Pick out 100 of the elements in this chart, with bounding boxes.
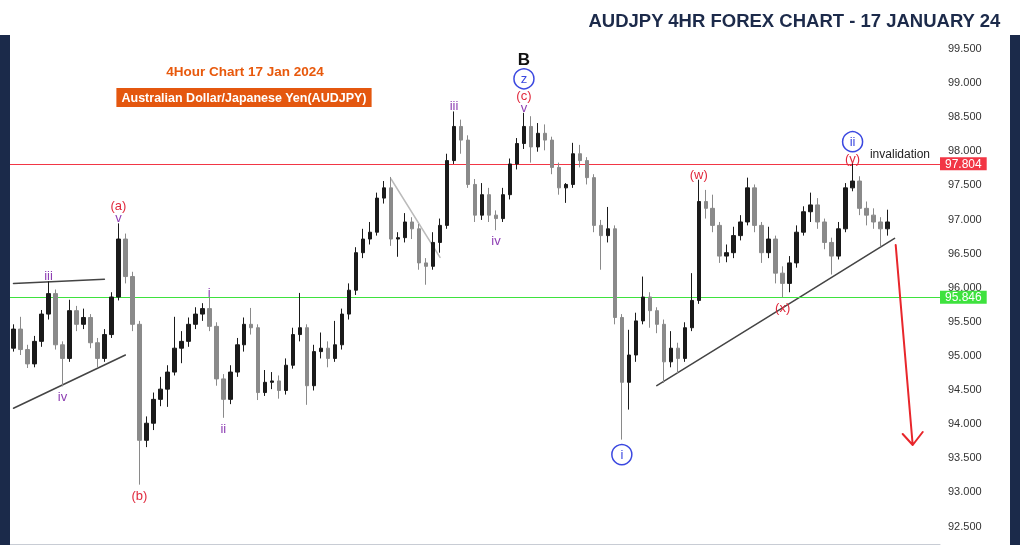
candlestick [109, 291, 114, 339]
candlestick [557, 162, 561, 196]
candlestick [130, 271, 135, 332]
candlestick [123, 233, 128, 284]
candlestick [676, 342, 680, 374]
candlestick [172, 316, 177, 376]
candlestick [564, 182, 568, 204]
candlestick [829, 237, 834, 276]
candlestick [704, 189, 708, 220]
candlestick [67, 299, 72, 363]
y-tick-label: 95.500 [948, 314, 982, 327]
chart-title: AUDJPY 4HR FOREX CHART - 17 JANUARY 24 [588, 10, 1002, 31]
annotation: iii [449, 98, 459, 114]
candlestick [81, 308, 86, 330]
candlestick [46, 280, 51, 321]
candlestick [410, 216, 414, 240]
candlestick [501, 187, 505, 223]
candlestick [759, 221, 764, 264]
candlestick [801, 205, 806, 237]
y-tick-label: 99.500 [948, 42, 982, 54]
y-tick-label: 94.000 [948, 417, 982, 430]
candlestick [18, 316, 23, 356]
candlestick [871, 207, 876, 230]
y-tick-label: 99.000 [948, 76, 982, 89]
candlestick [396, 231, 400, 258]
candlestick [11, 323, 16, 353]
candlestick [815, 197, 820, 230]
annotation: z [520, 71, 528, 87]
candlestick [333, 320, 337, 363]
y-tick-label: 98.000 [948, 144, 982, 157]
candlestick [655, 306, 659, 334]
candlestick [417, 223, 421, 271]
candlestick [256, 323, 260, 401]
candlestick [151, 392, 156, 431]
candlestick [550, 136, 554, 175]
candlestick [683, 321, 687, 363]
candlestick [592, 173, 596, 233]
candlestick [403, 212, 407, 243]
candlestick [438, 218, 442, 254]
annotation: ii [849, 134, 856, 150]
text: 4Hour Chart 17 Jan 2024 [166, 63, 325, 79]
candlestick [745, 177, 750, 226]
candlestick [326, 340, 330, 368]
candlestick [249, 307, 253, 336]
candlestick [53, 289, 58, 351]
candlestick [347, 282, 351, 321]
candlestick [207, 297, 212, 332]
candlestick [731, 226, 736, 259]
candlestick [165, 364, 170, 408]
candlestick [235, 337, 240, 378]
candlestick [606, 206, 610, 243]
candlestick [263, 369, 267, 397]
text: 97.804 [945, 156, 983, 171]
candlestick [529, 115, 533, 164]
candlestick [312, 344, 316, 391]
candlestick [291, 327, 295, 370]
candlestick [25, 344, 30, 369]
candlestick [843, 182, 848, 233]
candlestick [459, 119, 463, 155]
candlestick [445, 153, 449, 230]
candlestick [466, 134, 470, 189]
candlestick [494, 209, 498, 231]
candlestick [508, 158, 512, 200]
candlestick [368, 221, 372, 245]
candlestick [634, 312, 638, 363]
candlestick [808, 192, 813, 223]
y-tick-label: 96.000 [948, 280, 982, 293]
candlestick [599, 219, 603, 271]
annotation: (b) [131, 487, 148, 503]
candlestick [431, 231, 435, 271]
candlestick [522, 112, 526, 150]
candlestick [717, 221, 722, 264]
candlestick [487, 187, 491, 223]
annotation: ii [220, 420, 227, 436]
candlestick [298, 292, 302, 342]
candlestick [354, 246, 358, 296]
candlestick [473, 178, 477, 223]
candlestick [536, 122, 540, 153]
candlestick [179, 330, 184, 364]
candlestick [738, 214, 743, 241]
candlestick [361, 228, 365, 259]
y-tick-label: 97.500 [948, 178, 982, 191]
y-tick-label: 95.000 [948, 349, 982, 362]
annotation: iv [491, 233, 502, 249]
candlestick [641, 276, 645, 325]
annotation: (w) [689, 166, 708, 182]
candlestick [424, 257, 428, 286]
candlestick [74, 305, 79, 332]
y-tick-label: 92.500 [948, 519, 982, 532]
candlestick [277, 374, 281, 400]
candlestick [242, 316, 246, 353]
candlestick [319, 332, 323, 359]
candlestick [878, 216, 883, 248]
candlestick [669, 330, 673, 368]
candlestick [543, 123, 547, 151]
candlestick [60, 340, 65, 387]
candlestick [158, 376, 163, 407]
candlestick [284, 357, 288, 396]
annotation: (y) [845, 150, 861, 166]
annotation: i [620, 447, 624, 463]
